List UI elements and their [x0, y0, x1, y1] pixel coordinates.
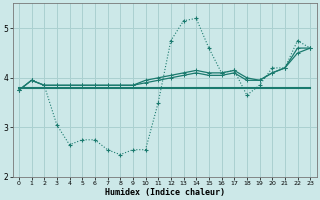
X-axis label: Humidex (Indice chaleur): Humidex (Indice chaleur) [105, 188, 225, 197]
